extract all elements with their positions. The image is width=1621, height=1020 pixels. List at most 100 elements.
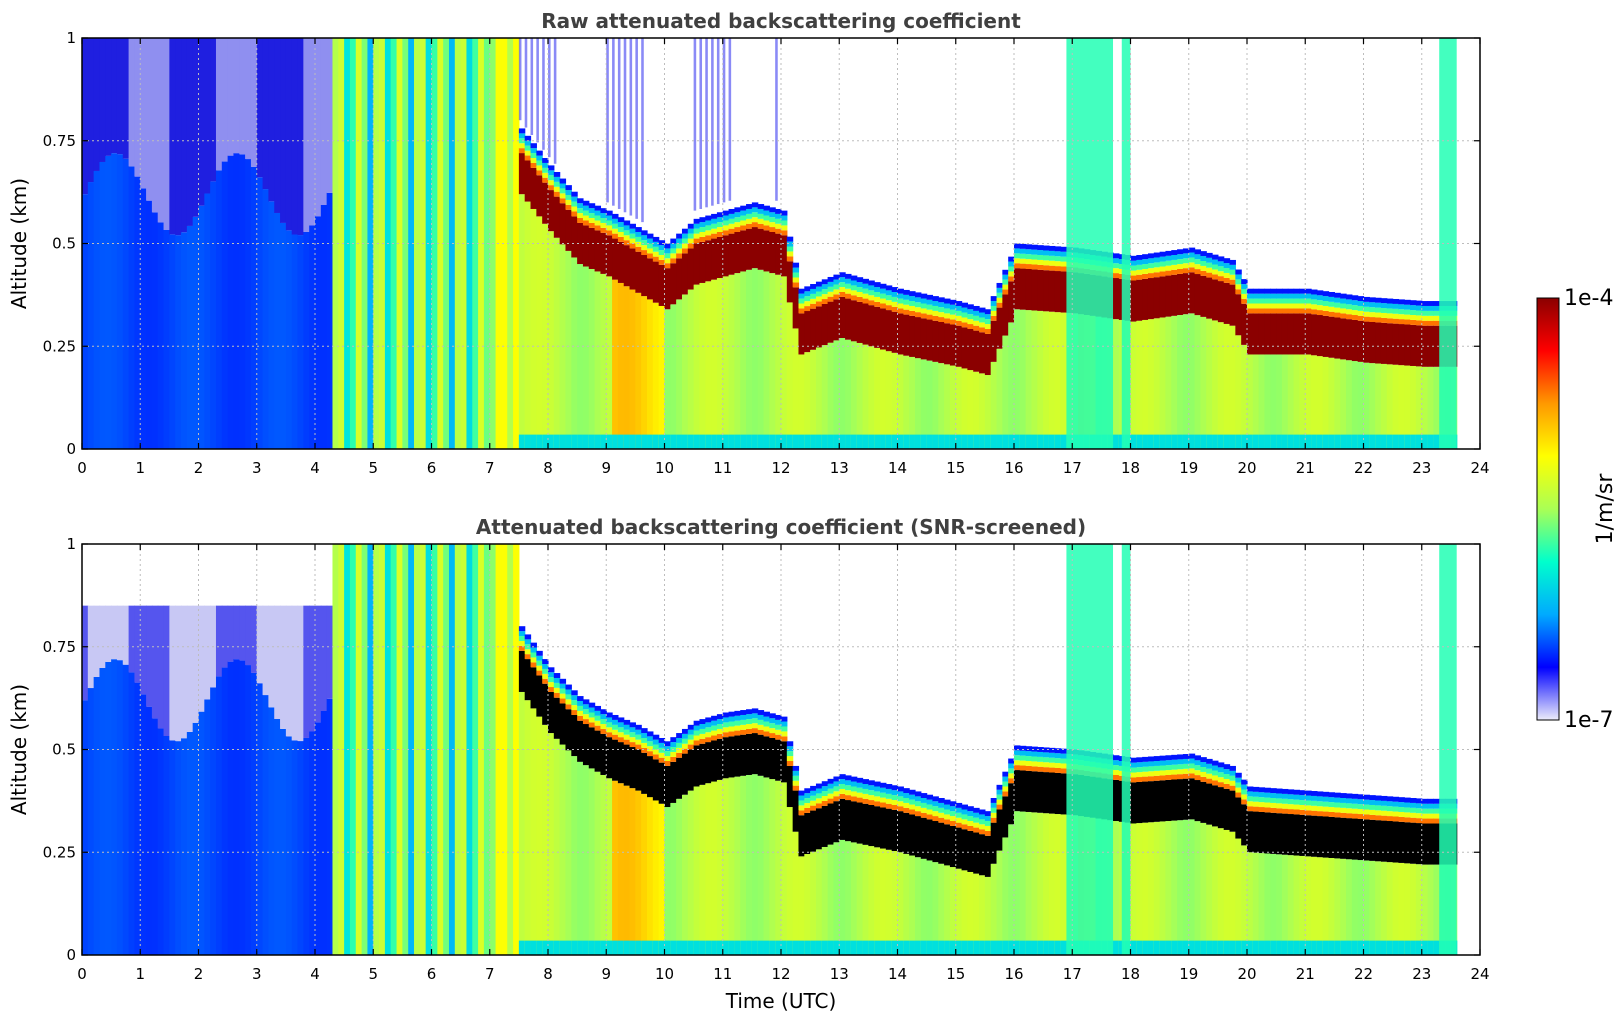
panel-raw: Raw attenuated backscattering coefficien… [7, 9, 1490, 477]
x-tick-label: 17 [1063, 965, 1082, 983]
heatmap-column [466, 544, 473, 955]
heatmap-column [402, 38, 409, 449]
heatmap-column [612, 714, 619, 955]
heatmap-column [548, 38, 555, 449]
heatmap-column [810, 284, 817, 449]
heatmap-column [641, 728, 648, 955]
heatmap-column [396, 544, 403, 955]
x-tick-label: 0 [77, 965, 87, 983]
heatmap-column [635, 38, 642, 449]
heatmap-streak [1121, 544, 1131, 955]
colorbar-unit-label: 1/m/sr [1593, 473, 1618, 545]
heatmap-column [850, 776, 858, 955]
x-tick-label: 6 [427, 459, 437, 477]
heatmap-column [821, 279, 829, 449]
x-tick-label: 12 [771, 459, 790, 477]
x-tick-label: 22 [1354, 459, 1373, 477]
y-tick-label: 0.5 [52, 235, 76, 253]
heatmap-column [751, 202, 759, 449]
heatmap-column [1177, 754, 1184, 955]
heatmap-column [996, 784, 1003, 955]
x-tick-label: 11 [713, 965, 732, 983]
x-axis-label: Time (UTC) [725, 989, 837, 1013]
heatmap-column [955, 802, 963, 955]
heatmap-column [1363, 296, 1370, 449]
heatmap-column [122, 605, 130, 955]
heatmap-column [1171, 250, 1178, 449]
heatmap-column [210, 38, 217, 449]
heatmap-column [647, 233, 654, 449]
heatmap-column [530, 38, 537, 449]
heatmap-column [513, 38, 520, 449]
heatmap-column [1217, 762, 1225, 955]
heatmap-column [507, 544, 514, 955]
x-tick-label: 5 [368, 459, 378, 477]
heatmap-column [1427, 798, 1434, 955]
x-tick-label: 12 [771, 965, 790, 983]
colorbar-min-label: 1e-7 [1564, 708, 1613, 733]
heatmap-column [274, 605, 281, 955]
y-tick-label: 0.25 [43, 337, 76, 355]
heatmap-column [722, 712, 730, 955]
heatmap-column [1252, 288, 1260, 449]
heatmap-column [577, 198, 584, 449]
heatmap-column [151, 38, 159, 449]
heatmap-column [1351, 295, 1359, 449]
heatmap-column [955, 301, 963, 449]
heatmap-column [186, 605, 194, 955]
heatmap-column [87, 605, 95, 955]
heatmap-column [804, 286, 811, 449]
heatmap-column [961, 804, 968, 955]
heatmap-column [524, 38, 532, 449]
heatmap-column [245, 605, 252, 955]
heatmap-column [169, 38, 176, 449]
x-tick-label: 3 [252, 965, 262, 983]
x-axis: 0 1 2 3 4 5 6 7 8 9 10 11 12 13 14 15 16 17 18 19 20 21 22 23 24 [77, 38, 1490, 477]
heatmap-column [1357, 296, 1365, 449]
heatmap-streak [1066, 38, 1114, 449]
heatmap-column [670, 238, 677, 449]
x-tick-label: 6 [427, 965, 437, 983]
heatmap-column [146, 38, 153, 449]
heatmap-column [93, 38, 101, 449]
heatmap-column [571, 690, 578, 955]
x-tick-label: 15 [946, 459, 965, 477]
heatmap-column [373, 544, 380, 955]
heatmap-column [309, 38, 316, 449]
heatmap-column [280, 38, 287, 449]
heatmap-column [443, 544, 450, 955]
heatmap-column [763, 205, 770, 449]
x-tick-label: 8 [543, 965, 553, 983]
heatmap-column [1014, 745, 1021, 955]
heatmap-column [309, 605, 316, 955]
heatmap-column [221, 605, 229, 955]
y-axis: 0 0.25 0.5 0.75 1 [43, 535, 1480, 964]
heatmap-column [443, 38, 450, 449]
heatmap-column [751, 708, 759, 955]
heatmap-column [990, 296, 998, 449]
heatmap-column [1130, 757, 1137, 955]
heatmap-column [128, 605, 136, 955]
heatmap-column [1113, 755, 1120, 955]
heatmap-column [920, 793, 928, 955]
heatmap-column [658, 737, 666, 955]
heatmap-column [1206, 758, 1213, 955]
panel-snr-screened: Attenuated backscattering coefficient (S… [7, 515, 1490, 1013]
x-tick-label: 19 [1179, 459, 1198, 477]
heatmap-column [932, 796, 939, 955]
heatmap-column [979, 307, 986, 449]
heatmap-column [635, 724, 642, 955]
heatmap-column [268, 38, 275, 449]
heatmap-column [175, 605, 182, 955]
heatmap-column [1316, 791, 1324, 955]
heatmap-column [1299, 288, 1306, 449]
heatmap-column [151, 605, 159, 955]
heatmap-column [1037, 245, 1044, 449]
x-tick-label: 0 [77, 459, 87, 477]
gridlines [82, 544, 1480, 955]
heatmap-column [1165, 250, 1172, 449]
x-tick-label: 4 [310, 459, 320, 477]
heatmap-column [1421, 798, 1429, 955]
heatmap-column [303, 605, 310, 955]
heatmap-column [577, 696, 584, 955]
